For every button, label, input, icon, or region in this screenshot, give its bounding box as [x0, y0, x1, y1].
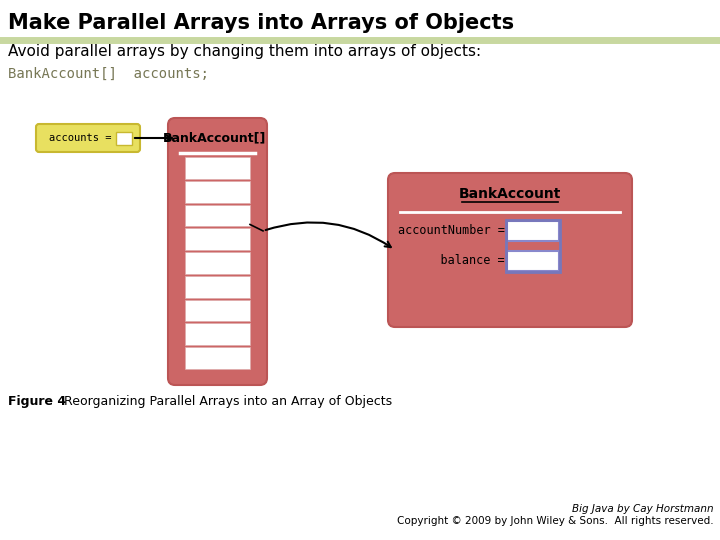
Bar — [506, 220, 560, 272]
Bar — [185, 347, 250, 369]
Text: BankAccount: BankAccount — [459, 187, 561, 201]
Text: Big Java by Cay Horstmann: Big Java by Cay Horstmann — [572, 504, 714, 514]
Bar — [185, 323, 250, 345]
Text: Make Parallel Arrays into Arrays of Objects: Make Parallel Arrays into Arrays of Obje… — [8, 13, 514, 33]
Bar — [507, 251, 559, 271]
FancyBboxPatch shape — [36, 124, 140, 152]
Bar — [185, 205, 250, 226]
Text: Figure 4: Figure 4 — [8, 395, 66, 408]
Bar — [507, 221, 559, 241]
Text: Copyright © 2009 by John Wiley & Sons.  All rights reserved.: Copyright © 2009 by John Wiley & Sons. A… — [397, 516, 714, 526]
Text: BankAccount[]: BankAccount[] — [163, 132, 266, 145]
Text: Avoid parallel arrays by changing them into arrays of objects:: Avoid parallel arrays by changing them i… — [8, 44, 481, 59]
Bar — [185, 300, 250, 321]
FancyBboxPatch shape — [388, 173, 632, 327]
Bar — [185, 276, 250, 298]
Text: accountNumber =: accountNumber = — [398, 225, 505, 238]
Text: accounts =: accounts = — [49, 133, 112, 143]
Text: BankAccount[]  accounts;: BankAccount[] accounts; — [8, 67, 209, 81]
Bar — [185, 157, 250, 179]
Bar — [185, 252, 250, 274]
Text: Reorganizing Parallel Arrays into an Array of Objects: Reorganizing Parallel Arrays into an Arr… — [56, 395, 392, 408]
Text: balance =: balance = — [413, 254, 505, 267]
FancyBboxPatch shape — [168, 118, 267, 385]
Bar — [185, 228, 250, 250]
Bar — [185, 181, 250, 202]
Bar — [116, 132, 132, 145]
